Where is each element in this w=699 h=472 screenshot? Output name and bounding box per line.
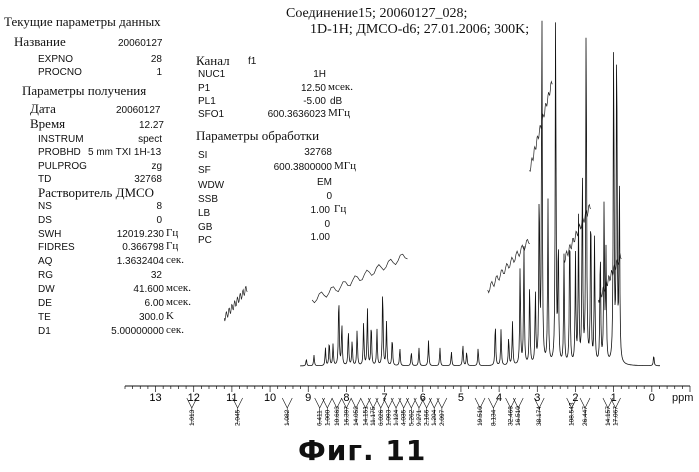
integral-value: 1.013 xyxy=(189,409,196,426)
integral-value: 6.411 xyxy=(317,410,324,426)
tick-label: 5 xyxy=(458,392,464,404)
integral-value: 4.035 xyxy=(401,409,408,426)
tick-label: 0 xyxy=(649,392,655,404)
spectrum-line xyxy=(300,21,660,366)
integral-bracket: 6.411 xyxy=(315,398,325,426)
integral-curves xyxy=(224,82,621,322)
integral-bracket: 1.204 xyxy=(429,398,439,426)
integral-value: 6.026 xyxy=(378,409,385,426)
integral-value: 16.397 xyxy=(343,406,350,426)
tick-label: 8 xyxy=(343,392,349,404)
tick-label: 2 xyxy=(572,392,578,404)
integral-bracket: 32.466 xyxy=(506,398,516,426)
integral-bracket: 16.510 xyxy=(513,398,523,426)
integral-value: 108.543 xyxy=(569,402,576,426)
integral-value: 14.157 xyxy=(605,406,612,426)
integral-value: 1.124 xyxy=(393,409,400,426)
tick-label: 10 xyxy=(264,392,276,404)
integral-value: 32.466 xyxy=(508,406,515,426)
integral-bracket: 2.097 xyxy=(437,398,447,426)
integral-value: 14.151 xyxy=(363,406,370,426)
integral-value: 38.174 xyxy=(536,406,543,426)
tick-label: 11 xyxy=(226,392,237,404)
integral-bracket: 1.000 xyxy=(322,398,332,426)
integral-value: 8.134 xyxy=(490,409,497,426)
tick-label: 7 xyxy=(382,392,388,404)
tick-label: 13 xyxy=(149,392,161,404)
integral-curve xyxy=(224,287,247,322)
integral-bracket: 26.447 xyxy=(580,398,590,426)
x-axis-ticks: 131211109876543210 xyxy=(125,386,690,404)
tick-label: 12 xyxy=(188,392,200,404)
figure-caption: Фиг. 11 xyxy=(298,434,426,467)
integral-value: 26.447 xyxy=(582,406,589,426)
integral-value: 2.166 xyxy=(424,409,431,426)
integral-brackets: 1.0132.0451.0826.4111.00010.66316.39714.… xyxy=(187,398,621,426)
integral-value: 11.175 xyxy=(370,406,377,426)
integral-value: 1.082 xyxy=(284,409,291,426)
tick-label: 9 xyxy=(305,392,311,404)
integral-bracket: 5.262 xyxy=(406,398,416,426)
integral-value: 9.271 xyxy=(416,409,423,426)
integral-bracket: 10.663 xyxy=(332,398,342,426)
tick-label: 6 xyxy=(420,392,426,404)
integral-value: 2.045 xyxy=(235,409,242,426)
tick-label: 3 xyxy=(534,392,540,404)
x-axis-label: ppm xyxy=(672,392,693,404)
integral-value: 16.510 xyxy=(515,406,522,426)
integral-bracket: 14.052 xyxy=(351,398,361,426)
integral-bracket: 19.510 xyxy=(475,398,485,426)
integral-curve xyxy=(312,254,407,303)
integral-value: 2.097 xyxy=(439,409,446,426)
integral-value: 19.510 xyxy=(477,406,484,426)
integral-value: 17.067 xyxy=(613,406,620,426)
integral-value: 14.052 xyxy=(353,406,360,426)
integral-value: 1.093 xyxy=(385,409,392,426)
integral-value: 10.663 xyxy=(334,406,341,426)
integral-value: 1.000 xyxy=(324,409,331,426)
integral-value: 5.262 xyxy=(408,409,415,426)
tick-label: 4 xyxy=(496,392,502,404)
integral-bracket: 11.175 xyxy=(368,398,378,426)
integral-value: 1.204 xyxy=(431,409,438,426)
integral-bracket: 1.124 xyxy=(391,398,401,426)
integral-bracket: 4.035 xyxy=(399,398,409,426)
integral-bracket: 14.151 xyxy=(361,398,371,426)
tick-label: 1 xyxy=(611,392,617,404)
integral-bracket: 1.082 xyxy=(282,398,292,426)
